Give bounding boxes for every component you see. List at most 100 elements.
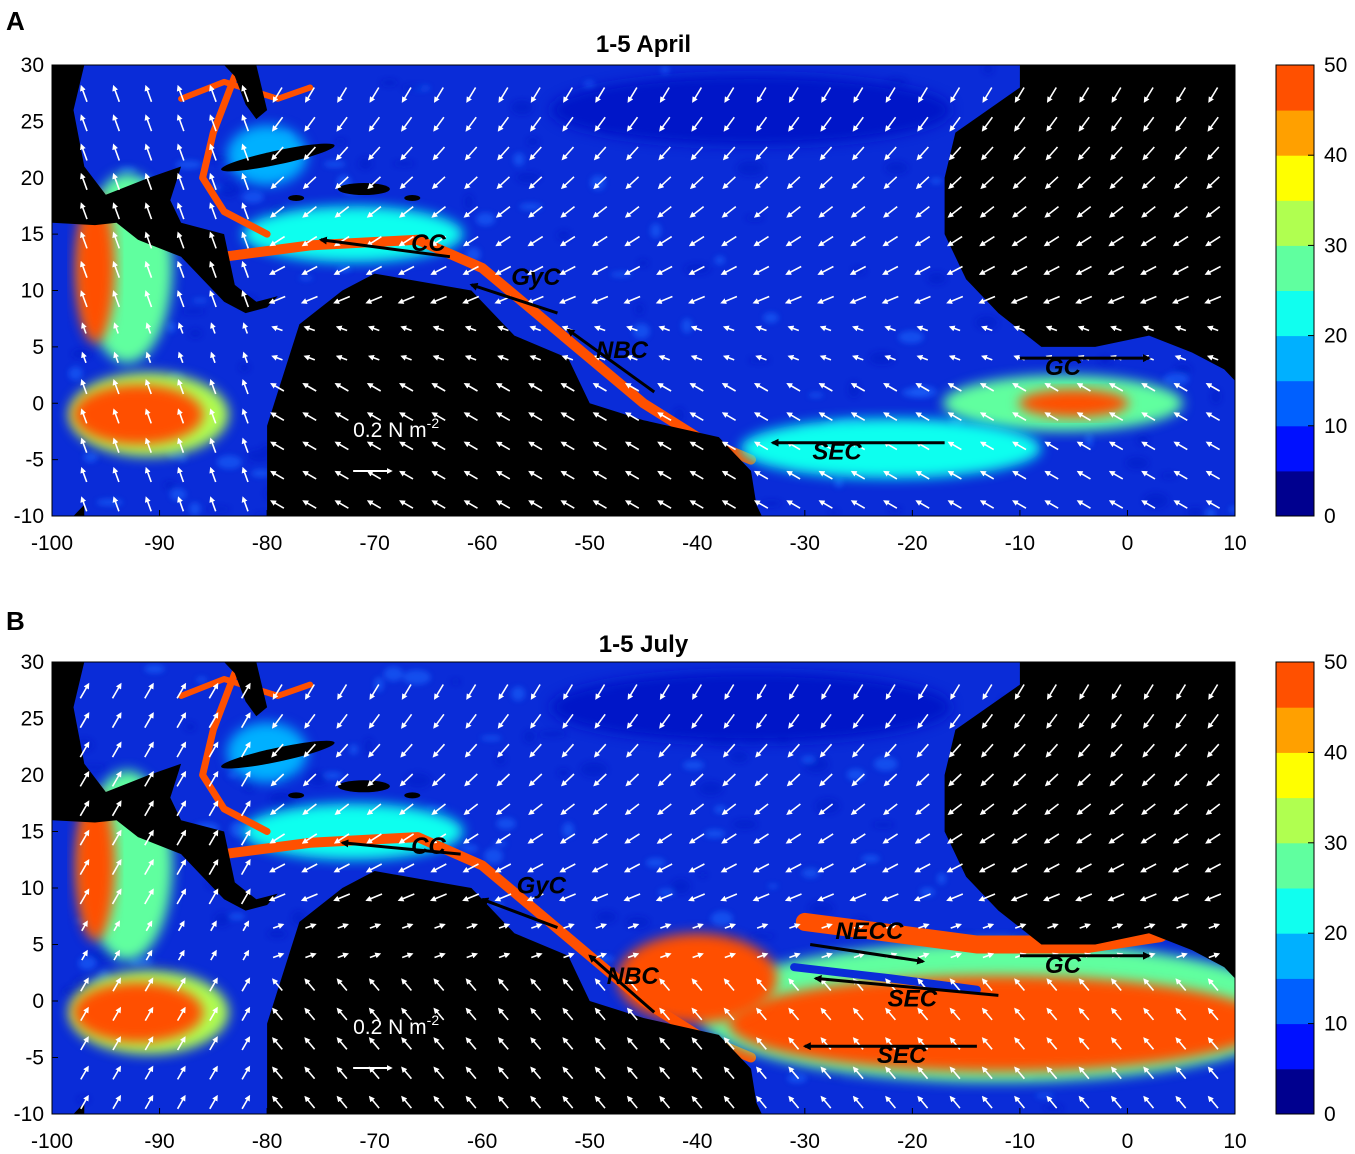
- wind-vector: [655, 295, 673, 304]
- wind-vector: [1014, 1066, 1026, 1080]
- wind-vector: [337, 87, 348, 103]
- scale-exponent: -2: [427, 415, 440, 431]
- colorbar-segment: [1276, 290, 1314, 337]
- wind-vector: [1205, 470, 1220, 480]
- wind-vector: [113, 920, 120, 932]
- wind-vector: [592, 205, 608, 218]
- wind-vector: [788, 116, 800, 132]
- wind-vector: [1175, 1037, 1187, 1050]
- wind-vector: [111, 741, 122, 758]
- texture-blob: [511, 686, 526, 701]
- x-tick-label: -10: [1005, 1130, 1035, 1153]
- wind-vector: [269, 235, 286, 247]
- wind-vector: [240, 829, 251, 846]
- wind-vector: [333, 235, 350, 247]
- wind-vector: [80, 260, 88, 278]
- wind-vector: [241, 260, 250, 278]
- wind-vector: [208, 858, 219, 875]
- wind-vector: [1012, 176, 1027, 190]
- wind-vector: [112, 1065, 122, 1080]
- wind-vector: [366, 470, 382, 480]
- texture-blob: [216, 455, 242, 469]
- wind-vector: [623, 863, 641, 873]
- wind-vector: [784, 893, 802, 902]
- wind-vector: [79, 770, 90, 787]
- wind-vector: [303, 743, 316, 758]
- colorbar-segment: [1276, 245, 1314, 291]
- wind-vector: [176, 202, 185, 220]
- wind-vector: [1076, 500, 1091, 509]
- wind-vector: [789, 952, 801, 959]
- wind-vector: [144, 1094, 154, 1110]
- wind-vector: [852, 354, 864, 361]
- wind-vector: [980, 773, 995, 787]
- wind-vector: [918, 923, 930, 929]
- wind-vector: [80, 1036, 89, 1051]
- wind-vector: [496, 176, 511, 190]
- wind-vector: [946, 893, 964, 902]
- wind-vector: [1205, 412, 1220, 421]
- wind-vector: [337, 952, 349, 959]
- wind-vector: [659, 1037, 671, 1050]
- wind-vector: [432, 354, 445, 361]
- wind-vector: [690, 325, 703, 332]
- wind-vector: [336, 1095, 348, 1109]
- wind-vector: [144, 1036, 154, 1051]
- texture-blob: [78, 956, 97, 970]
- wind-vector: [560, 470, 575, 480]
- wind-vector: [788, 978, 800, 992]
- texture-blob: [205, 154, 232, 162]
- wind-vector: [270, 412, 285, 421]
- wind-vector: [723, 713, 735, 729]
- texture-blob: [698, 781, 723, 796]
- wind-vector: [787, 146, 800, 161]
- y-tick-label: 5: [32, 934, 44, 957]
- wind-vector: [562, 978, 574, 992]
- wind-vector: [1046, 978, 1058, 992]
- wind-vector: [624, 382, 640, 392]
- wind-vector: [1043, 863, 1060, 873]
- wind-vector: [1043, 833, 1060, 844]
- colorbar-segment: [1276, 380, 1314, 427]
- wind-vector: [463, 412, 478, 421]
- wind-vector: [756, 952, 769, 959]
- wind-vector: [530, 713, 542, 729]
- wind-vector: [788, 1007, 800, 1021]
- wind-vector: [1108, 470, 1124, 480]
- wind-vector: [1042, 295, 1060, 304]
- wind-vector: [1044, 382, 1059, 392]
- wind-vector: [979, 412, 995, 421]
- wind-vector: [433, 684, 444, 700]
- texture-blob: [919, 887, 935, 897]
- wind-vector: [979, 205, 995, 218]
- wind-vector: [817, 833, 834, 844]
- x-tick-label: -100: [31, 1130, 73, 1153]
- texture-blob: [493, 841, 508, 846]
- wind-vector: [558, 295, 576, 304]
- wind-vector: [209, 84, 217, 103]
- wind-vector: [399, 205, 414, 218]
- wind-vector: [529, 743, 542, 758]
- wind-vector: [560, 773, 575, 787]
- wind-vector: [592, 500, 607, 509]
- wind-vector: [850, 803, 866, 816]
- wind-vector: [111, 770, 122, 787]
- wind-vector: [560, 205, 575, 218]
- wind-vector: [819, 743, 833, 758]
- wind-vector: [208, 712, 219, 729]
- wind-vector: [914, 833, 931, 844]
- wind-vector: [593, 176, 607, 190]
- wind-vector: [979, 833, 995, 844]
- wind-vector: [1107, 295, 1125, 304]
- central-america: [52, 662, 278, 911]
- wind-vector: [1078, 978, 1090, 992]
- wind-vector: [915, 382, 930, 392]
- wind-vector: [1077, 325, 1090, 332]
- texture-blob: [671, 878, 691, 894]
- wind-vector: [849, 863, 867, 873]
- wind-vector: [592, 470, 607, 480]
- wind-vector: [1172, 863, 1189, 873]
- wind-vector: [562, 1066, 574, 1080]
- wind-vector: [885, 1066, 897, 1080]
- wind-vector: [113, 322, 119, 334]
